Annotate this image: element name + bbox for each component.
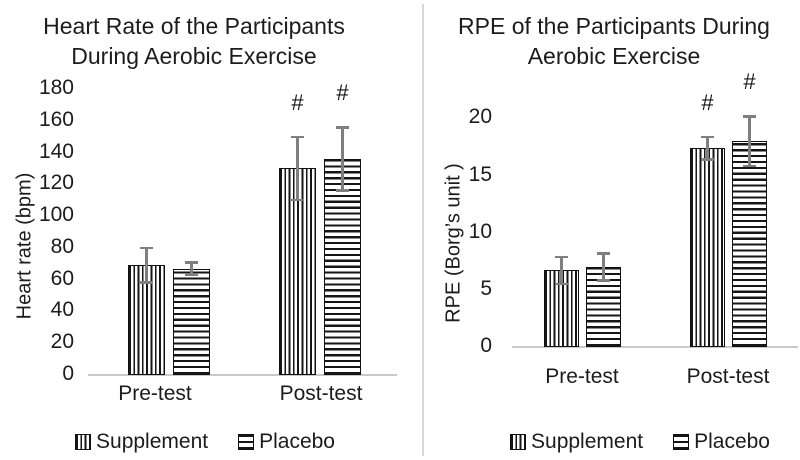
bar-supplement-post-test bbox=[279, 168, 316, 375]
legend-heart-rate: Supplement Placebo bbox=[40, 429, 370, 455]
y-tick-label: 100 bbox=[38, 203, 74, 227]
title-line: Heart Rate of the Participants bbox=[43, 13, 345, 39]
legend-item-placebo: Placebo bbox=[673, 430, 770, 454]
y-tick-label: 140 bbox=[38, 139, 74, 163]
vertical-stripes-swatch-icon bbox=[510, 434, 527, 450]
legend-label: Placebo bbox=[259, 430, 335, 453]
bar-placebo-pre-test bbox=[173, 268, 210, 375]
error-bar-cap bbox=[140, 281, 153, 284]
error-bar bbox=[190, 262, 193, 275]
x-axis-line bbox=[512, 345, 798, 348]
panel-divider bbox=[422, 4, 424, 456]
x-category-label: Post-test bbox=[279, 382, 363, 405]
horizontal-stripes-swatch-icon bbox=[673, 434, 690, 450]
y-tick-label: 60 bbox=[50, 266, 74, 290]
significance-marker: # bbox=[743, 69, 756, 95]
error-bar-cap bbox=[291, 135, 304, 139]
error-bar-cap bbox=[743, 115, 756, 118]
legend-item-supplement: Supplement bbox=[510, 430, 643, 454]
error-bar-cap bbox=[555, 282, 568, 285]
y-tick-label: 0 bbox=[62, 362, 74, 385]
significance-marker: # bbox=[701, 89, 714, 115]
y-tick-label: 20 bbox=[468, 105, 492, 129]
legend-label: Placebo bbox=[694, 430, 770, 453]
significance-marker: # bbox=[291, 89, 304, 115]
legend-label: Supplement bbox=[96, 430, 209, 453]
error-bar-cap bbox=[701, 158, 714, 161]
error-bar bbox=[560, 256, 563, 284]
error-bar bbox=[145, 247, 148, 283]
bar-supplement-pre-test bbox=[128, 265, 165, 375]
error-bar bbox=[748, 116, 751, 167]
chart-title-rpe: RPE of the Participants During Aerobic E… bbox=[454, 11, 774, 71]
error-bar bbox=[602, 253, 605, 281]
error-bar-cap bbox=[336, 126, 349, 129]
error-bar-cap bbox=[743, 164, 756, 168]
error-bar-cap bbox=[597, 279, 610, 282]
legend-label: Supplement bbox=[531, 430, 644, 453]
legend-item-placebo: Placebo bbox=[238, 430, 335, 454]
legend-rpe: Supplement Placebo bbox=[480, 429, 800, 455]
error-bar-cap bbox=[555, 255, 568, 258]
x-axis-line bbox=[88, 374, 397, 376]
chart-title-heart-rate: Heart Rate of the Participants During Ae… bbox=[34, 11, 354, 71]
title-line: During Aerobic Exercise bbox=[71, 43, 317, 69]
y-tick-label: 180 bbox=[38, 75, 74, 99]
error-bar-cap bbox=[185, 261, 198, 264]
y-tick-label: 20 bbox=[50, 330, 74, 354]
title-line: Aerobic Exercise bbox=[527, 43, 701, 69]
y-tick-label: 5 bbox=[480, 276, 492, 300]
y-tick-label: 10 bbox=[468, 219, 492, 243]
y-tick-label: 120 bbox=[38, 171, 74, 195]
horizontal-stripes-swatch-icon bbox=[238, 434, 255, 450]
bar-supplement-pre-test bbox=[544, 270, 579, 347]
error-bar-cap bbox=[336, 189, 349, 192]
y-tick-label: 15 bbox=[468, 162, 492, 186]
error-bar-cap bbox=[185, 273, 198, 276]
x-category-label: Pre-test bbox=[118, 382, 192, 405]
error-bar bbox=[296, 136, 299, 201]
vertical-stripes-swatch-icon bbox=[75, 434, 92, 450]
error-bar-cap bbox=[597, 252, 610, 255]
x-category-label: Post-test bbox=[686, 365, 770, 388]
bar-placebo-post-test bbox=[732, 141, 767, 347]
y-tick-label: 0 bbox=[480, 333, 492, 357]
title-line: RPE of the Participants During bbox=[458, 13, 770, 39]
error-bar bbox=[341, 127, 344, 191]
error-bar-cap bbox=[291, 198, 304, 202]
error-bar-cap bbox=[140, 246, 153, 250]
x-category-label: Pre-test bbox=[545, 365, 619, 388]
bar-placebo-post-test bbox=[324, 158, 361, 375]
bar-supplement-post-test bbox=[690, 148, 725, 347]
y-tick-label: 40 bbox=[50, 298, 74, 322]
error-bar-cap bbox=[701, 135, 714, 139]
legend-item-supplement: Supplement bbox=[75, 430, 208, 454]
significance-marker: # bbox=[336, 80, 349, 106]
error-bar bbox=[706, 136, 709, 160]
y-tick-label: 160 bbox=[38, 107, 74, 131]
y-tick-label: 80 bbox=[50, 234, 74, 258]
